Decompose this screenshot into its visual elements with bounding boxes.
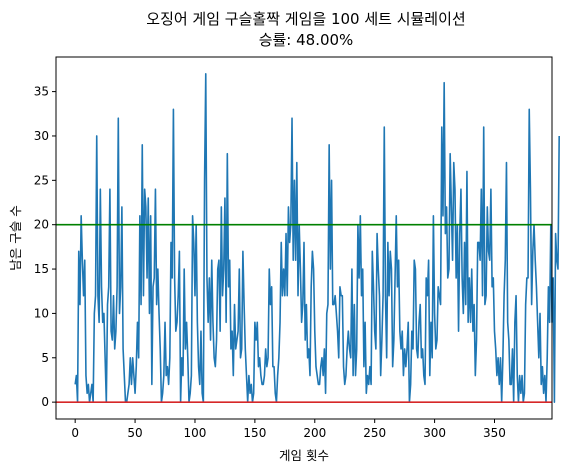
y-tick-label: 20 [34,218,49,232]
plot-frame [55,56,553,420]
y-tick-label: 10 [34,306,49,320]
series-line-0 [74,73,560,403]
x-tick-label: 300 [423,426,446,440]
y-tick-label: 5 [41,351,49,365]
chart-title: 오징어 게임 구슬홀짝 게임을 100 세트 시뮬레이션 [146,10,465,28]
x-tick-label: 200 [303,426,326,440]
y-axis-label: 남은 구슬 수 [8,205,23,270]
chart-subtitle: 승률: 48.00% [259,31,354,49]
axes: 0 50 100 150 200 250 300 350 0 5 10 15 20 25 30 35 [34,85,506,440]
y-tick-label: 25 [34,173,49,187]
plot-data-layer [74,73,560,403]
reference-lines [56,223,552,403]
y-tick-label: 0 [41,395,49,409]
x-axis-label: 게임 횟수 [279,448,329,463]
x-tick-label: 250 [363,426,386,440]
y-tick-label: 15 [34,262,49,276]
x-tick-label: 100 [184,426,207,440]
y-tick-label: 30 [34,129,49,143]
x-tick-label: 350 [483,426,506,440]
x-tick-label: 50 [127,426,142,440]
y-tick-label: 35 [34,85,49,99]
x-tick-label: 150 [243,426,266,440]
x-tick-label: 0 [71,426,79,440]
